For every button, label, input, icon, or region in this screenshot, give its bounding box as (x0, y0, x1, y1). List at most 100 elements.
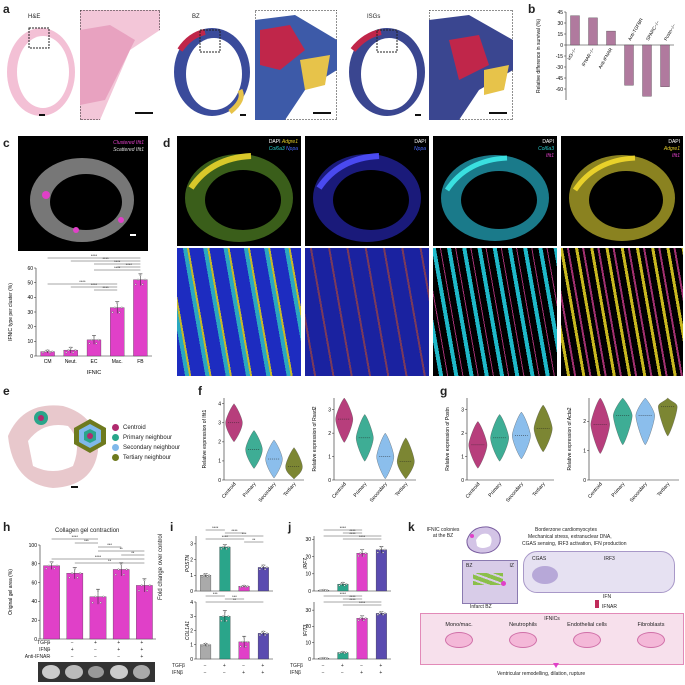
treatment-sign: − (222, 670, 226, 676)
data-point (343, 652, 346, 655)
y-tick: 10 (305, 572, 314, 578)
isg-zoom-image (429, 10, 513, 120)
y-tick: 0 (328, 478, 334, 484)
chart-f2: 0 1 2 3 Centroid Primary Secondary Tertiary Rela… (312, 397, 416, 504)
d-l4a: DAPI (668, 139, 680, 145)
error-bar (201, 642, 211, 647)
svg-text:60: 60 (31, 580, 37, 586)
data-point (338, 652, 341, 655)
violin (658, 397, 678, 437)
panel-label-j: j (288, 520, 292, 534)
svg-text:3: 3 (190, 614, 193, 620)
data-point (148, 584, 151, 587)
data-point (382, 551, 385, 554)
y-tick: -30 (556, 65, 566, 71)
data-point (65, 351, 68, 354)
svg-text:****: **** (349, 594, 356, 599)
data-point (320, 589, 323, 592)
data-point (380, 546, 383, 548)
svg-text:2: 2 (328, 431, 331, 437)
panel-label-e: e (3, 384, 10, 398)
bar (110, 307, 125, 357)
error-bar (319, 656, 329, 660)
y-tick: 20 (305, 554, 314, 560)
data-point (382, 613, 385, 616)
y-tick: 3 (328, 408, 334, 414)
svg-text:4: 4 (190, 600, 193, 606)
y-tick: 2 (190, 628, 196, 634)
svg-text:0: 0 (30, 354, 33, 360)
svg-text:****: **** (95, 554, 102, 559)
svg-text:****: **** (91, 282, 98, 287)
svg-text:30: 30 (557, 21, 563, 27)
bar (356, 618, 368, 660)
x-tick-label: Secondary (369, 481, 389, 504)
bz-title: BZ (192, 14, 200, 20)
d-col1-top: DAPI Adgre1 Col6a3 Nppa (177, 136, 301, 246)
svg-text:****: **** (114, 265, 121, 270)
d-col3-top: DAPI Col6a3 Ifit1 (433, 136, 557, 246)
significance-bracket: ** (244, 537, 264, 542)
svg-text:50: 50 (27, 280, 33, 286)
bar (200, 575, 212, 592)
y-axis-label: POSTN (185, 555, 191, 573)
y-axis-label: IFNIC type per cluster (%) (8, 283, 14, 341)
error-bar (239, 584, 249, 588)
d-l2a: DAPI (414, 139, 426, 145)
svg-text:0: 0 (583, 478, 586, 484)
data-point (139, 274, 142, 276)
x-tick-label: Primary (242, 481, 258, 498)
data-point (204, 573, 207, 575)
svg-text:4: 4 (218, 402, 221, 408)
svg-text:****: **** (114, 259, 121, 264)
violin (225, 403, 243, 443)
bz-zoom-image (255, 10, 337, 120)
y-tick: 4 (218, 402, 224, 408)
significance-bracket: **** (94, 259, 141, 264)
data-point (244, 645, 247, 648)
data-point (239, 645, 242, 648)
data-point (320, 657, 323, 660)
bar (642, 44, 652, 97)
treatment-sign: − (321, 670, 325, 676)
significance-bracket: **** (47, 254, 141, 258)
svg-text:****: **** (349, 528, 356, 533)
y-tick: 50 (27, 280, 36, 286)
data-point (258, 634, 261, 637)
significance-bracket: **** (94, 265, 141, 270)
k-cell-type: Neutrophils (493, 622, 553, 648)
k-arrow-icon (553, 663, 559, 668)
svg-text:0: 0 (308, 589, 311, 594)
data-point (264, 634, 267, 637)
data-point (222, 546, 225, 548)
y-tick: 0 (30, 354, 36, 360)
significance-bracket: **** (205, 526, 225, 530)
legend-item: Tertiary neighbour (112, 454, 180, 461)
treatment-sign: + (261, 670, 265, 676)
data-point (376, 551, 379, 554)
significance-bracket: **** (205, 534, 245, 539)
panel-label-a: a (3, 2, 10, 16)
svg-text:0: 0 (218, 478, 221, 484)
svg-text:****: **** (212, 526, 219, 530)
k-irf3: IRF3 (604, 556, 615, 562)
error-bar (45, 561, 58, 570)
data-point (361, 549, 364, 552)
data-point (114, 573, 117, 576)
svg-text:2: 2 (461, 431, 464, 437)
svg-text:****: **** (359, 534, 366, 539)
treatment-sign: − (321, 663, 325, 669)
violin (376, 432, 395, 480)
k-cardio-l2: CGAS sensing, IRF3 activation, IFN produ… (522, 541, 627, 547)
significance-bracket: **** (342, 594, 363, 599)
y-axis-label: Relative difference in survival (%) (536, 19, 542, 93)
legend-label: Centroid (123, 424, 146, 431)
error-bar (111, 301, 123, 314)
significance-bracket: *** (205, 592, 225, 596)
data-point (359, 552, 362, 555)
error-bar (88, 335, 100, 345)
error-bar (134, 273, 146, 286)
data-point (260, 632, 263, 635)
